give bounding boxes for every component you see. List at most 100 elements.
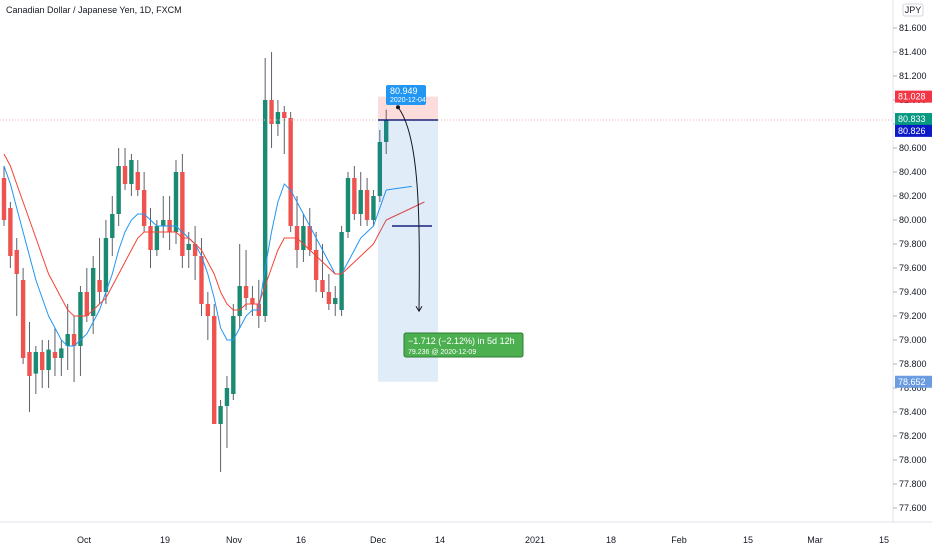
time-tick-label: Oct: [77, 535, 92, 545]
candle-body: [288, 118, 293, 226]
candle-body: [237, 286, 242, 316]
candle-body: [135, 172, 140, 190]
price-tag: [895, 124, 932, 137]
candle-body: [71, 334, 77, 346]
candle-body: [199, 256, 204, 304]
time-tick-label: 15: [879, 535, 889, 545]
candle-body: [301, 226, 306, 250]
target-label-box[interactable]: [403, 332, 524, 358]
price-tick-label: 78.400: [899, 407, 927, 417]
candle-body: [27, 352, 32, 376]
candle-body: [224, 388, 230, 406]
price-tick-label: 80.000: [899, 215, 927, 225]
candle-body: [46, 349, 51, 370]
candle-body: [59, 348, 64, 358]
price-tag: [895, 90, 932, 103]
target-date-label: 79.236 @ 2020-12-09: [408, 349, 476, 356]
price-tick-label: 79.400: [899, 287, 927, 297]
candle-body: [269, 100, 274, 124]
candle-body: [103, 238, 109, 292]
candle-body: [313, 250, 319, 280]
price-tick-label: 81.200: [899, 71, 927, 81]
candle-body: [326, 292, 332, 304]
candle-body: [8, 208, 13, 256]
price-tick-label: 78.800: [899, 359, 927, 369]
time-tick-label: 2021: [525, 535, 545, 545]
candle-body: [371, 196, 376, 220]
price-tick-label: 77.600: [899, 503, 927, 513]
price-tick-label: 78.000: [899, 455, 927, 465]
candle-body: [352, 178, 357, 214]
price-tick-label: 81.600: [899, 23, 927, 33]
time-tick-label: Dec: [370, 535, 387, 545]
candle-body: [148, 226, 153, 250]
candle-body: [52, 352, 58, 358]
price-tick-label: 77.800: [899, 479, 927, 489]
candle-body: [243, 286, 249, 298]
price-tick-label: 80.600: [899, 143, 927, 153]
time-tick-label: Feb: [671, 535, 687, 545]
candle-body: [78, 292, 83, 346]
ema-fast-extension: [386, 185, 412, 191]
candle-body: [14, 250, 19, 274]
candle-body: [275, 112, 281, 124]
price-tag: [895, 113, 932, 126]
time-tick-label: 15: [743, 535, 753, 545]
candle-body: [218, 406, 223, 424]
candle-body: [161, 220, 166, 226]
price-tag-label: 78.652: [898, 377, 926, 387]
candle-body: [20, 280, 26, 358]
time-tick-label: 14: [435, 535, 445, 545]
candle-body: [212, 316, 217, 424]
entry-price-label: 80.949: [390, 86, 418, 96]
price-tick-label: 80.200: [899, 191, 927, 201]
price-tick-label: 79.000: [899, 335, 927, 345]
candle-body: [141, 190, 147, 226]
candle-body: [364, 190, 370, 220]
projection-start-dot: [396, 105, 400, 110]
candle-body: [320, 280, 325, 292]
projection-arrow: [397, 106, 420, 312]
candle-body: [192, 244, 198, 256]
candle-body: [84, 292, 90, 316]
ema-layer: [3, 153, 425, 347]
candle-body: [110, 214, 115, 238]
projection-arrowhead: [415, 305, 423, 313]
price-tick-label: 79.800: [899, 239, 927, 249]
candle-body: [129, 160, 134, 184]
price-tick-label: 80.400: [899, 167, 927, 177]
price-tag-label: 81.028: [898, 92, 926, 102]
currency-badge[interactable]: [902, 3, 924, 17]
candle-body: [33, 352, 39, 374]
currency-badge-label: JPY: [905, 5, 922, 15]
time-tick-label: 19: [160, 535, 170, 545]
candle-body: [90, 268, 96, 316]
price-tag-label: 80.833: [898, 114, 926, 124]
candle-body: [97, 280, 102, 292]
candles-layer: [1, 52, 389, 472]
candle-body: [358, 190, 363, 214]
price-tags: 81.028 80.833 80.826 78.652: [895, 90, 932, 388]
price-tick-label: 81.400: [899, 47, 927, 57]
price-tick-label: 79.200: [899, 311, 927, 321]
candle-body: [186, 244, 191, 250]
time-axis[interactable]: Oct 19 Nov 16 Dec 14 2021 18 Feb 15 Mar 15: [77, 535, 889, 545]
candle-body: [384, 120, 389, 142]
time-tick-label: 16: [296, 535, 306, 545]
price-tag-label: 80.826: [898, 126, 926, 136]
price-tag: [895, 375, 932, 388]
price-tick-label: 78.200: [899, 431, 927, 441]
price-tick-label: 79.600: [899, 263, 927, 273]
candle-body: [180, 172, 185, 256]
candle-body: [231, 316, 236, 394]
price-tick-label: 78.600: [899, 383, 927, 393]
candle-body: [122, 166, 128, 184]
candle-body: [250, 298, 255, 304]
candle-body: [173, 172, 179, 232]
candle-body: [65, 334, 70, 346]
candle-body: [377, 142, 383, 196]
entry-label-box[interactable]: [386, 85, 426, 105]
time-tick-label: 18: [606, 535, 616, 545]
entry-date-label: 2020-12-04: [390, 97, 426, 104]
